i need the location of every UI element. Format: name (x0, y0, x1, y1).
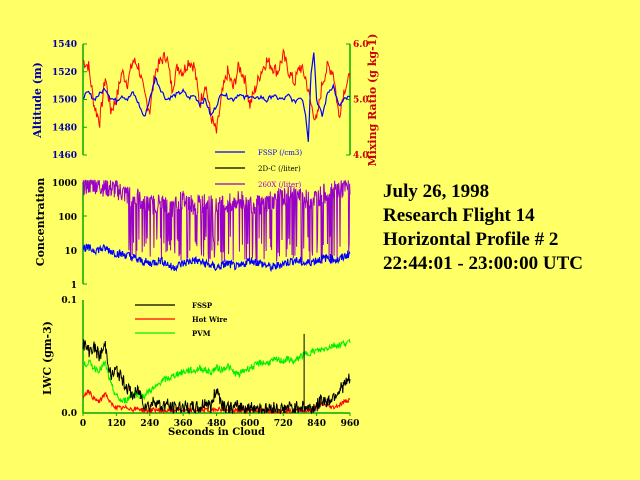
x-axis-label: Seconds in Cloud (168, 427, 265, 438)
y-tick-label-mixing-ratio: 5.0 (353, 96, 369, 106)
y-tick-label-mixing-ratio: 4.0 (353, 151, 369, 161)
x-tick-label: 120 (107, 419, 126, 429)
y-tick-label-altitude: 1500 (52, 96, 77, 106)
series-line-260x (82, 179, 351, 264)
flight-info: July 26, 1998 Research Flight 14 Horizon… (383, 180, 583, 276)
y-tick-label-altitude: 1460 (52, 151, 77, 161)
legend-label: FSSP (192, 301, 213, 310)
x-tick-label: 480 (207, 419, 226, 429)
panel-concentration: 1 10 100 1000 Concentration (34, 178, 351, 291)
series-line-altitude (82, 52, 351, 142)
x-tick-label: 0 (80, 419, 86, 429)
profile-label: Horizontal Profile # 2 (383, 229, 559, 250)
y-tick-label-lwc: 0.0 (61, 409, 77, 419)
y-tick-label-altitude: 1540 (52, 40, 77, 50)
panel-altitude-mixing-ratio: 1460 1480 1500 1520 1540 4.0 5.0 6.0 Altitude (m… (31, 33, 379, 189)
x-tick-label: 360 (174, 419, 193, 429)
y-tick-label-mixing-ratio: 6.0 (353, 40, 369, 50)
y-tick-label-lwc: 0.1 (61, 296, 77, 306)
x-tick-label: 240 (140, 419, 159, 429)
y-tick-label-altitude: 1480 (52, 123, 77, 133)
y-tick-label-concentration: 100 (58, 213, 77, 223)
legend-label: FSSP (/cm3) (258, 149, 302, 157)
y-tick-label-concentration: 10 (64, 247, 77, 257)
y-tick-label-altitude: 1520 (52, 68, 77, 78)
time-range: 22:44:01 - 23:00:00 UTC (383, 253, 584, 274)
legend-label: Hot Wire (192, 315, 228, 324)
series-line-mixing-ratio (82, 48, 351, 134)
legend-label: 2D-C (/liter) (258, 165, 301, 173)
series-line-fssp-lwc (82, 339, 351, 415)
legend-label: 260X (/liter) (258, 181, 301, 189)
flight-date: July 26, 1998 (383, 181, 490, 202)
x-tick-label: 840 (307, 419, 326, 429)
panel-lwc: 0.0 0.1 0 120 240 360 480 600 720 840 960 Seconds i… (41, 296, 359, 438)
x-tick-label: 600 (240, 419, 259, 429)
y-tick-label-concentration: 1 (71, 281, 77, 291)
y-axis-label-altitude: Altitude (m) (31, 62, 44, 139)
x-tick-label: 720 (274, 419, 293, 429)
series-line-pvm (82, 338, 351, 404)
flight-number: Research Flight 14 (383, 205, 535, 226)
y-tick-label-concentration: 1000 (52, 179, 77, 189)
series-line-fssp-concentration (82, 243, 351, 273)
y-axis-label-lwc: LWC (gm-3) (41, 321, 54, 395)
legend-label: PVM (192, 329, 211, 338)
y-axis-label-mixing-ratio: Mixing Ratio (g kg-1) (366, 33, 379, 166)
x-tick-label: 960 (341, 419, 360, 429)
y-axis-label-concentration: Concentration (34, 178, 47, 266)
